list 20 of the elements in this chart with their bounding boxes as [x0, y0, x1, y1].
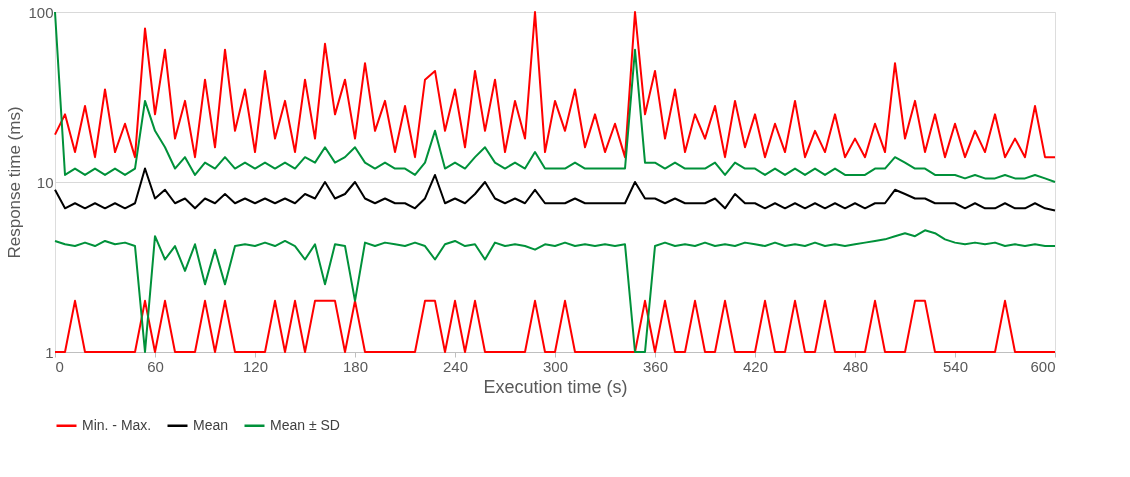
x-tick-label: 540 — [942, 357, 969, 375]
x-tick-label: 600 — [1030, 357, 1056, 375]
x-tick-label: 420 — [742, 357, 769, 375]
x-tick-label: 480 — [842, 357, 869, 375]
x-tick-label: 0 — [55, 357, 64, 375]
legend-label: Mean — [193, 416, 229, 433]
x-tick-label: 300 — [542, 357, 569, 375]
x-tick-label: 60 — [147, 357, 164, 375]
x-tick-label: 120 — [242, 357, 269, 375]
x-tick-label: 360 — [642, 357, 669, 375]
y-tick-label: 1 — [45, 343, 54, 361]
x-tick-label: 180 — [342, 357, 369, 375]
y-tick-label: 100 — [28, 3, 54, 21]
y-axis-title: Response time (ms) — [5, 106, 25, 259]
x-axis-title: Execution time (s) — [483, 376, 628, 397]
x-tick-label: 240 — [442, 357, 469, 375]
legend-label: Mean ± SD — [270, 416, 340, 433]
line-series — [54, 167, 1056, 212]
y-tick-label: 10 — [36, 173, 54, 191]
legend-label: Min. - Max. — [82, 416, 152, 433]
